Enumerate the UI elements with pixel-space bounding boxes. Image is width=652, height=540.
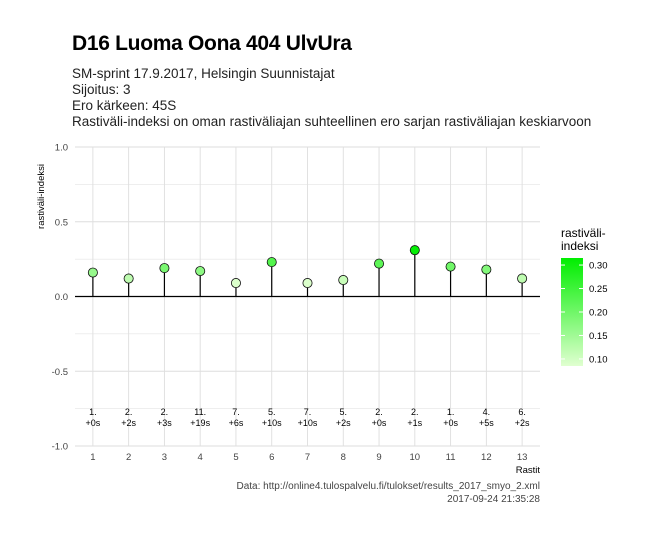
legend-label: 0.30 xyxy=(589,261,608,272)
point-labels-layer: 1.+0s2.+2s2.+3s11.+19s7.+6s5.+10s7.+10s5… xyxy=(86,407,530,428)
legend: rastiväli-indeksi 0.10 0.15 0.20 0.25 0.30 xyxy=(561,226,608,366)
x-tick-label: 8 xyxy=(341,452,346,463)
y-axis-title: rastiväli-indeksi xyxy=(36,164,47,229)
legend-title: indeksi xyxy=(561,239,598,253)
x-tick-label: 4 xyxy=(198,452,203,463)
data-point xyxy=(374,258,385,269)
marks-layer xyxy=(87,245,528,297)
time-behind-label: +2s xyxy=(336,418,351,428)
subtitle-line-2: Sijoitus: 3 xyxy=(72,82,131,97)
time-behind-label: +2s xyxy=(121,418,136,428)
x-tick-label: 3 xyxy=(162,452,167,463)
placing-label: 5. xyxy=(340,407,348,417)
x-tick-label: 9 xyxy=(376,452,381,463)
legend-label: 0.25 xyxy=(589,284,608,295)
subtitle-line-3: Ero kärkeen: 45S xyxy=(72,98,177,113)
y-tick-label: 1.0 xyxy=(55,143,68,154)
data-point xyxy=(517,273,528,284)
legend-colorbar xyxy=(561,258,583,366)
time-behind-label: +3s xyxy=(157,418,172,428)
placing-label: 2. xyxy=(125,407,133,417)
x-tick-label: 12 xyxy=(481,452,492,463)
subtitle-line-1: SM-sprint 17.9.2017, Helsingin Suunnista… xyxy=(72,66,335,81)
x-tick-label: 2 xyxy=(126,452,131,463)
placing-label: 11. xyxy=(194,407,206,417)
time-behind-label: +1s xyxy=(407,418,422,428)
placing-label: 2. xyxy=(411,407,419,417)
x-tick-label: 10 xyxy=(410,452,421,463)
y-tick-label: -1.0 xyxy=(52,442,68,453)
data-source-caption: Data: http://online4.tulospalvelu.fi/tul… xyxy=(236,481,540,492)
time-behind-label: +0s xyxy=(443,418,458,428)
x-tick-label: 11 xyxy=(446,452,456,463)
data-point xyxy=(266,257,277,268)
legend-label: 0.10 xyxy=(589,354,608,365)
x-tick-label: 5 xyxy=(233,452,238,463)
time-behind-label: +0s xyxy=(372,418,387,428)
x-tick-label: 1 xyxy=(90,452,95,463)
data-point xyxy=(159,263,170,274)
time-behind-label: +2s xyxy=(515,418,530,428)
data-point xyxy=(445,261,456,272)
y-tick-label: 0.5 xyxy=(55,217,68,228)
data-point xyxy=(123,273,134,284)
legend-label: 0.20 xyxy=(589,308,608,319)
data-point xyxy=(87,267,98,278)
placing-label: 2. xyxy=(161,407,169,417)
time-behind-label: +10s xyxy=(262,418,282,428)
chart-title: D16 Luoma Oona 404 UlvUra xyxy=(72,32,352,55)
data-point xyxy=(302,278,313,289)
data-point xyxy=(481,264,492,275)
placing-label: 1. xyxy=(89,407,97,417)
timestamp-caption: 2017-09-24 21:35:28 xyxy=(447,494,540,505)
x-axis-title: Rastit xyxy=(516,465,541,476)
placing-label: 4. xyxy=(483,407,491,417)
legend-label: 0.15 xyxy=(589,331,608,342)
axis-layer: -1.0-0.50.00.51.01 2 3 4 5 6 7 8 9 10 11 12 13Rastit… xyxy=(36,143,540,477)
time-behind-label: +19s xyxy=(190,418,210,428)
data-point xyxy=(338,275,349,286)
placing-label: 2. xyxy=(375,407,383,417)
time-behind-label: +10s xyxy=(298,418,318,428)
x-tick-label: 13 xyxy=(517,452,528,463)
y-tick-label: -0.5 xyxy=(52,367,68,378)
data-point xyxy=(409,245,420,256)
placing-label: 5. xyxy=(268,407,276,417)
placing-label: 7. xyxy=(304,407,312,417)
legend-title: rastiväli- xyxy=(561,226,606,240)
time-behind-label: +5s xyxy=(479,418,494,428)
x-tick-label: 7 xyxy=(305,452,310,463)
y-tick-label: 0.0 xyxy=(55,292,68,303)
x-tick-label: 6 xyxy=(269,452,274,463)
placing-label: 6. xyxy=(518,407,526,417)
time-behind-label: +0s xyxy=(86,418,101,428)
placing-label: 7. xyxy=(232,407,240,417)
placing-label: 1. xyxy=(447,407,455,417)
time-behind-label: +6s xyxy=(229,418,244,428)
data-point xyxy=(195,266,206,277)
subtitle-line-4: Rastiväli-indeksi on oman rastiväliajan … xyxy=(72,114,592,129)
data-point xyxy=(230,278,241,289)
